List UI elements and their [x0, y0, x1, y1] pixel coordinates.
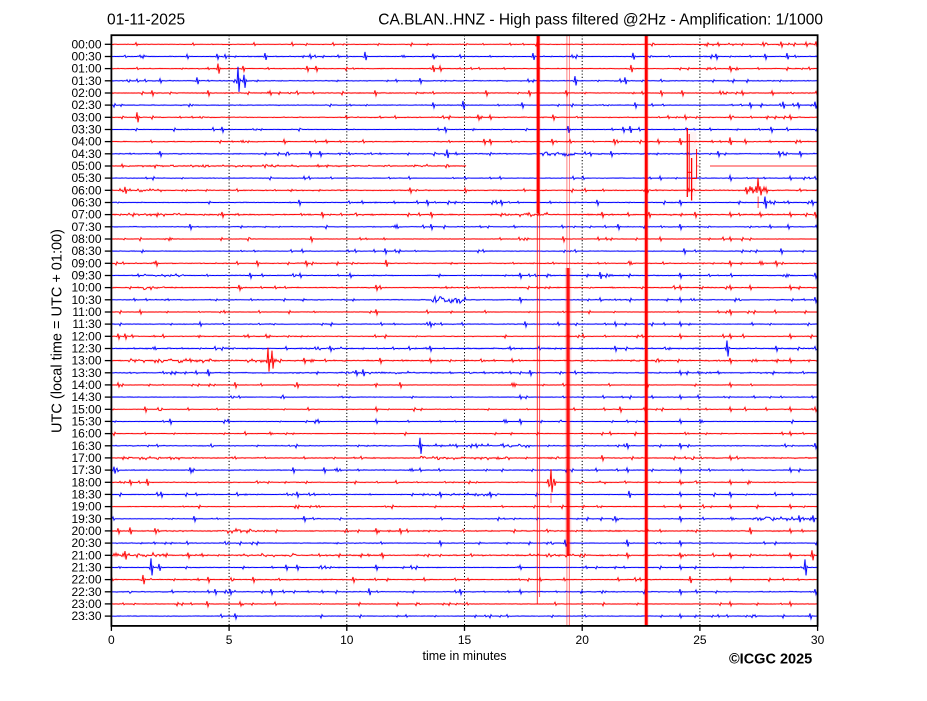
svg-text:09:30: 09:30: [71, 269, 101, 283]
svg-text:20:00: 20:00: [71, 524, 101, 538]
svg-text:18:30: 18:30: [71, 488, 101, 502]
svg-text:07:00: 07:00: [71, 208, 101, 222]
svg-text:12:30: 12:30: [71, 342, 101, 356]
svg-text:21:30: 21:30: [71, 561, 101, 575]
svg-text:03:30: 03:30: [71, 123, 101, 137]
svg-text:14:30: 14:30: [71, 390, 101, 404]
svg-text:10: 10: [340, 633, 354, 647]
svg-text:01-11-2025: 01-11-2025: [107, 12, 185, 29]
svg-text:25: 25: [693, 633, 707, 647]
svg-text:23:30: 23:30: [71, 609, 101, 623]
svg-text:20:30: 20:30: [71, 536, 101, 550]
svg-text:22:30: 22:30: [71, 585, 101, 599]
svg-text:04:00: 04:00: [71, 135, 101, 149]
svg-text:15:30: 15:30: [71, 415, 101, 429]
svg-text:13:00: 13:00: [71, 354, 101, 368]
svg-text:5: 5: [226, 633, 233, 647]
svg-text:20: 20: [576, 633, 590, 647]
svg-text:01:00: 01:00: [71, 62, 101, 76]
svg-text:17:30: 17:30: [71, 463, 101, 477]
svg-text:16:00: 16:00: [71, 427, 101, 441]
svg-text:06:00: 06:00: [71, 183, 101, 197]
svg-text:18:00: 18:00: [71, 475, 101, 489]
svg-text:04:30: 04:30: [71, 147, 101, 161]
svg-text:01:30: 01:30: [71, 74, 101, 88]
svg-text:23:00: 23:00: [71, 597, 101, 611]
svg-text:13:30: 13:30: [71, 366, 101, 380]
svg-text:22:00: 22:00: [71, 573, 101, 587]
svg-text:09:00: 09:00: [71, 256, 101, 270]
svg-text:15:00: 15:00: [71, 402, 101, 416]
svg-text:17:00: 17:00: [71, 451, 101, 465]
svg-text:CA.BLAN..HNZ - High pass filte: CA.BLAN..HNZ - High pass filtered @2Hz -…: [378, 12, 823, 29]
svg-text:02:30: 02:30: [71, 98, 101, 112]
svg-text:05:00: 05:00: [71, 159, 101, 173]
svg-text:10:00: 10:00: [71, 281, 101, 295]
svg-text:02:00: 02:00: [71, 86, 101, 100]
svg-text:UTC (local time = UTC + 01:00): UTC (local time = UTC + 01:00): [50, 229, 66, 433]
svg-text:07:30: 07:30: [71, 220, 101, 234]
svg-text:10:30: 10:30: [71, 293, 101, 307]
svg-text:11:00: 11:00: [72, 305, 101, 319]
svg-text:21:00: 21:00: [71, 548, 101, 562]
svg-text:19:30: 19:30: [71, 512, 101, 526]
svg-text:14:00: 14:00: [71, 378, 101, 392]
svg-text:00:00: 00:00: [71, 37, 101, 51]
svg-text:08:00: 08:00: [71, 232, 101, 246]
svg-text:16:30: 16:30: [71, 439, 101, 453]
svg-text:12:00: 12:00: [71, 329, 101, 343]
svg-text:00:30: 00:30: [71, 50, 101, 64]
svg-text:19:00: 19:00: [71, 500, 101, 514]
svg-text:11:30: 11:30: [72, 317, 101, 331]
svg-text:06:30: 06:30: [71, 196, 101, 210]
svg-text:0: 0: [108, 633, 115, 647]
svg-text:05:30: 05:30: [71, 171, 101, 185]
svg-text:03:00: 03:00: [71, 110, 101, 124]
svg-text:15: 15: [458, 633, 472, 647]
svg-text:30: 30: [811, 633, 825, 647]
svg-text:©ICGC 2025: ©ICGC 2025: [729, 651, 812, 667]
svg-text:time in minutes: time in minutes: [422, 649, 506, 663]
svg-text:08:30: 08:30: [71, 244, 101, 258]
